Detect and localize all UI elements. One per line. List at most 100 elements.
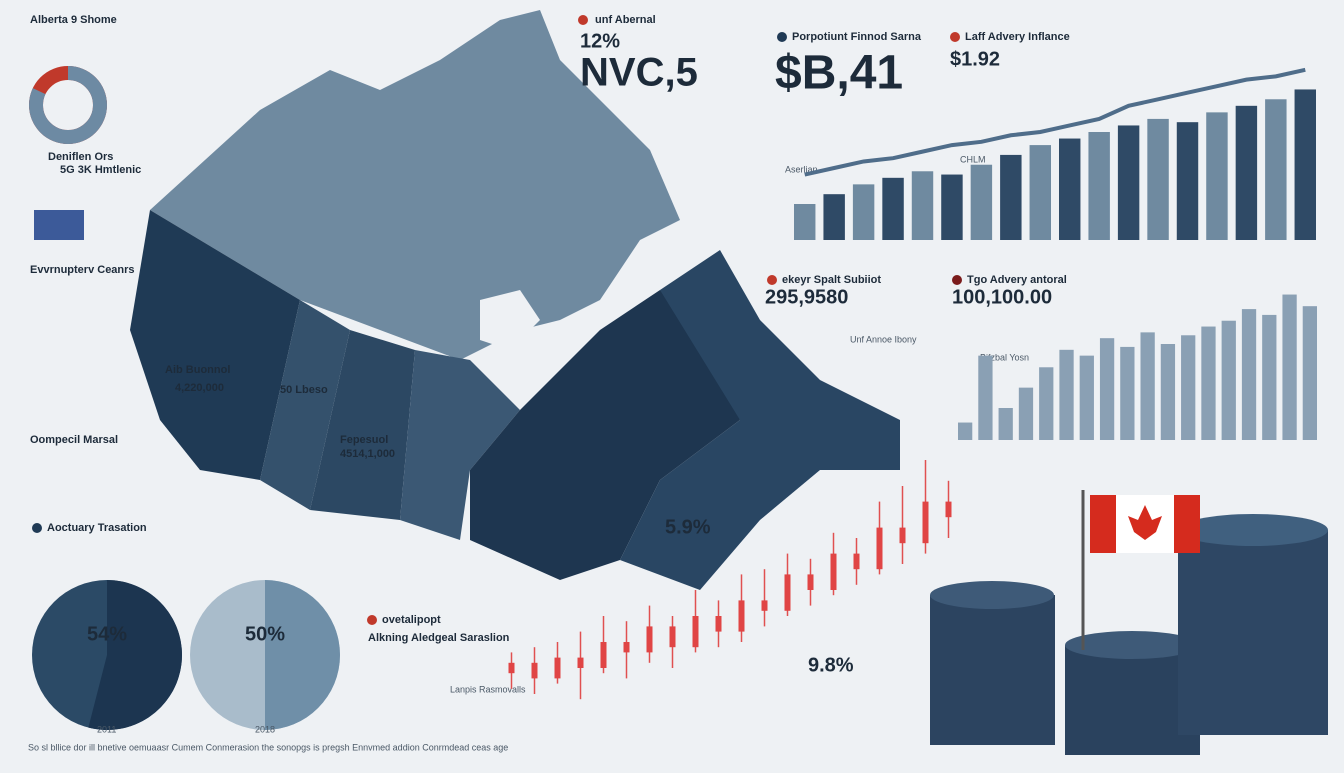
candle-body — [761, 600, 768, 611]
bullet — [367, 615, 377, 625]
bullet — [777, 32, 787, 42]
bar — [1117, 125, 1140, 240]
callout-label: Laff Advery Inflance — [965, 31, 1070, 43]
us-flag — [34, 210, 84, 240]
bar — [1221, 320, 1236, 440]
charts: 54% 2011 50% 2018 — [29, 66, 1317, 734]
bottom-title: ovetalipopt — [382, 614, 441, 626]
bar — [958, 422, 973, 440]
map-manitoba — [400, 350, 520, 540]
barrel-top — [930, 581, 1054, 609]
bar — [1079, 355, 1094, 440]
map-label: 5.9% — [665, 516, 711, 538]
callout-pct: 12% — [580, 30, 620, 52]
barrel-top — [1065, 631, 1199, 659]
bar — [794, 204, 816, 240]
candle-body — [692, 616, 699, 648]
barrel — [1178, 530, 1328, 735]
map-alberta — [260, 300, 350, 510]
footer: So sl bllice dor ill bnetive oemuaasr Cu… — [28, 742, 508, 752]
flag-band — [1174, 495, 1200, 553]
mid-left-title: ekeyr Spalt Subiiot — [782, 274, 881, 286]
bar — [1039, 367, 1054, 440]
bottom-subtitle: Alkning Aledgeal Saraslion — [368, 632, 510, 644]
candle-body — [531, 662, 538, 679]
pie-label: 54% — [87, 623, 127, 645]
bar — [1265, 99, 1287, 240]
bar — [1181, 335, 1196, 440]
bottom-caption: Lanpis Rasmovalls — [450, 684, 526, 694]
maple-leaf — [1128, 505, 1162, 540]
barrel-top — [1178, 514, 1328, 546]
candle-body — [784, 574, 791, 611]
barrels — [930, 490, 1328, 755]
flag-sub: 5G 3K Hmtlenic — [60, 164, 141, 176]
map-label: Aib Buonnol — [165, 364, 230, 376]
candle-body — [508, 662, 515, 674]
bar — [1000, 154, 1022, 240]
bullet — [767, 275, 777, 285]
mid-left-sub: Unf Annoe Ibony — [850, 334, 917, 344]
candle-body — [738, 600, 745, 632]
candle-body — [807, 574, 814, 590]
bullet — [952, 275, 962, 285]
pie-year: 2011 — [97, 724, 116, 734]
candle-body — [899, 527, 906, 544]
bar — [1262, 314, 1277, 440]
bar — [1099, 338, 1115, 440]
candle-body — [853, 553, 860, 570]
flag-label: Deniflen Ors — [48, 151, 113, 163]
bar — [823, 194, 845, 240]
candle-body — [646, 626, 653, 653]
candle-body — [623, 642, 630, 653]
callout-label: Porpotiunt Finnod Sarna — [792, 31, 922, 43]
pie-label: 50% — [245, 623, 285, 645]
bar — [1302, 306, 1317, 440]
map-label: Fepesuol — [340, 434, 388, 446]
map-bay — [480, 290, 540, 350]
title: Alberta 9 Shome — [30, 14, 117, 26]
candle-body — [554, 657, 561, 679]
bar — [1206, 112, 1228, 240]
bar — [1088, 132, 1110, 240]
bottom-value: 9.8% — [808, 654, 854, 676]
callout-big: NVC,5 — [580, 51, 698, 95]
map-north — [150, 10, 680, 360]
bar — [1029, 145, 1051, 240]
bullet — [32, 523, 42, 533]
candle-body — [922, 501, 929, 544]
bar — [1140, 332, 1155, 440]
mid-left-value: 295,9580 — [765, 286, 848, 308]
bar — [1282, 294, 1297, 440]
ranking: Evvrnupterv Ceanrs — [30, 264, 135, 276]
bar — [911, 171, 934, 240]
bar — [978, 355, 993, 440]
pie-slice — [88, 580, 183, 730]
bar — [852, 184, 875, 240]
barrel — [1065, 645, 1200, 755]
map-ontario — [470, 290, 740, 580]
candle-body — [577, 657, 584, 668]
bullet — [950, 32, 960, 42]
barrel — [930, 595, 1055, 745]
flag-band — [1090, 495, 1116, 553]
candle-body — [830, 553, 837, 590]
candle-body — [945, 501, 952, 518]
bar — [941, 174, 963, 240]
bar — [1235, 105, 1258, 241]
map-label: 50 Lbeso — [280, 384, 328, 396]
mid-chart-value: 100,100.00 — [952, 286, 1052, 308]
bullet — [578, 15, 588, 25]
bar — [998, 408, 1013, 440]
bar — [1059, 138, 1081, 240]
bar — [1059, 349, 1074, 440]
pie-slice — [265, 580, 340, 730]
bar — [1160, 344, 1176, 440]
bar — [882, 177, 904, 240]
map-bc — [130, 210, 300, 480]
candle-body — [876, 527, 883, 570]
bar — [1120, 346, 1135, 440]
map-label: 4514,1,000 — [340, 448, 395, 460]
bar — [1176, 122, 1199, 240]
